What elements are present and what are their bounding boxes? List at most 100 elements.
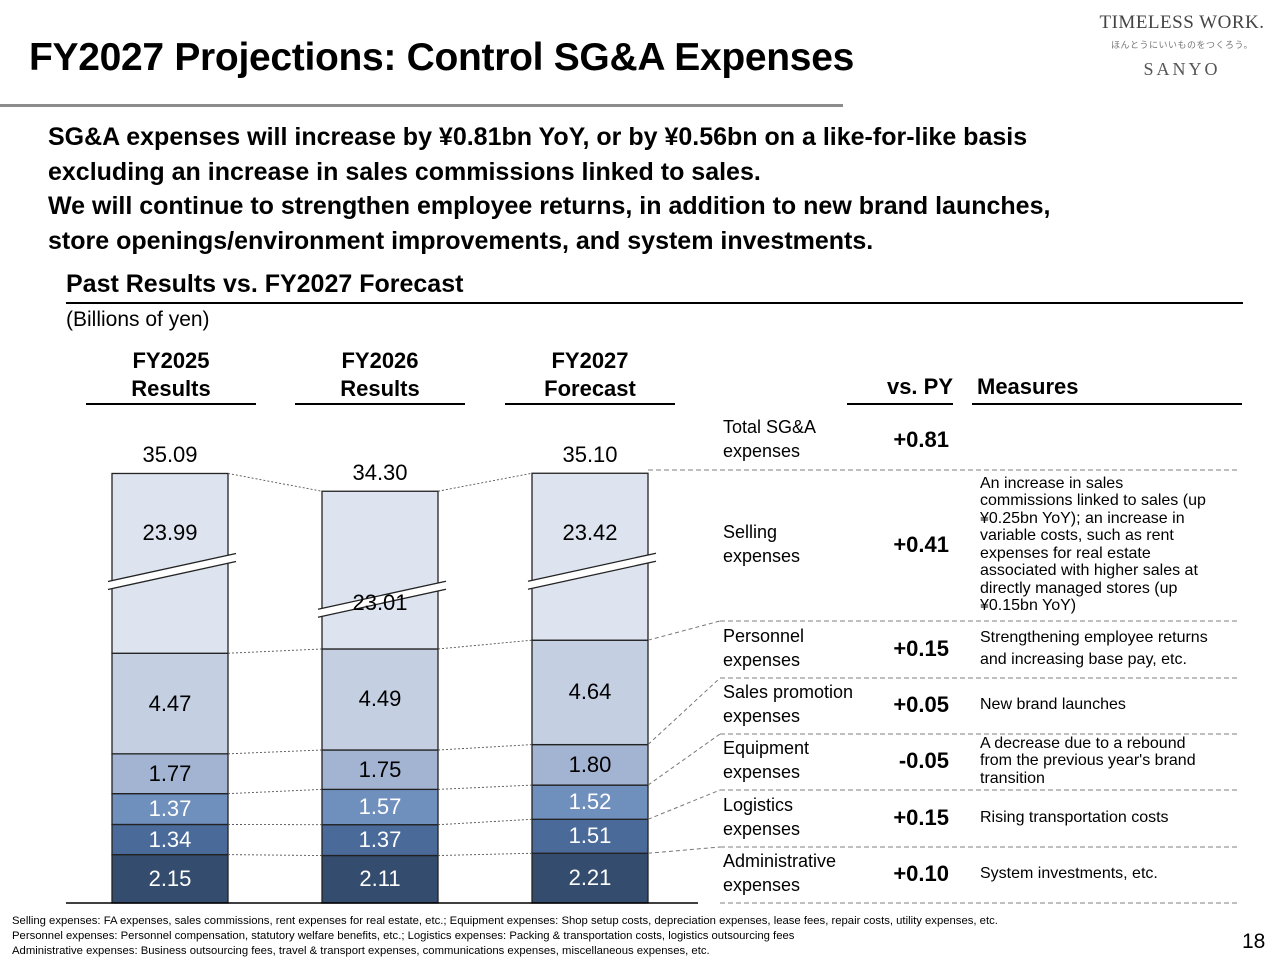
- category-header-line: FY2027: [551, 348, 629, 373]
- logo-subtagline: ほんとうにいいものをつくろう。: [1111, 40, 1253, 50]
- measure-line: from the previous year's brand: [980, 752, 1196, 770]
- bar-segment: [321, 854, 439, 904]
- category-header-line: Results: [131, 376, 211, 401]
- axis-break-band: [528, 553, 656, 590]
- bar-segment: [111, 793, 229, 826]
- connector-line: [227, 473, 323, 492]
- lead-line: We will continue to strengthen employee …: [48, 192, 1051, 220]
- header-underline: [847, 403, 953, 405]
- leader-line: [647, 789, 721, 820]
- row-label: Total SG&A expenses: [723, 415, 816, 463]
- category-header: FY2026 Results: [295, 347, 465, 403]
- section-divider: [66, 302, 1243, 304]
- segment-value-label: 23.99: [142, 520, 198, 546]
- measure-line: directly managed stores (up: [980, 579, 1178, 597]
- header-underline: [505, 403, 675, 405]
- measure-text: Rising transportation costs: [980, 807, 1169, 829]
- connector-line: [227, 788, 323, 795]
- row-label-line: expenses: [723, 441, 801, 461]
- vs-py-header: vs. PY: [886, 374, 953, 399]
- row-label: Equipment expenses: [723, 736, 809, 784]
- segment-value-label: 1.75: [358, 756, 402, 782]
- company-logo: TIMELESS WORK. ほんとうにいいものをつくろう。 SANYO: [1092, 12, 1272, 80]
- segment-value-label: 23.01: [352, 589, 408, 615]
- bar-segment: [531, 818, 649, 854]
- segment-value-label: 1.57: [358, 794, 402, 820]
- row-label-line: Total SG&A: [723, 417, 817, 437]
- measures-header: Measures: [977, 374, 1079, 399]
- row-label-line: expenses: [723, 762, 801, 782]
- vs-py-value: -0.05: [898, 748, 949, 773]
- bar-segment: [111, 853, 229, 904]
- category-header-line: FY2025: [132, 348, 210, 373]
- connector-line: [437, 639, 533, 650]
- measure-line: A decrease due to a rebound: [980, 734, 1186, 752]
- vs-py-value: +0.10: [893, 861, 949, 886]
- measure-line: Strengthening employee returns: [980, 628, 1208, 646]
- total-value-label: 35.09: [142, 442, 198, 468]
- connector-line: [437, 472, 533, 492]
- row-label-line: expenses: [723, 706, 801, 726]
- measure-text: A decrease due to a rebound from the prev…: [980, 735, 1196, 788]
- category-header-line: FY2026: [341, 348, 419, 373]
- row-label: Selling expenses: [723, 520, 800, 568]
- bar-segment: [111, 652, 229, 755]
- row-label: Sales promotion expenses: [723, 680, 853, 728]
- total-value-label: 34.30: [352, 460, 408, 486]
- axis-break-line: [107, 560, 237, 591]
- row-label-line: expenses: [723, 649, 801, 670]
- bar-segment: [111, 823, 229, 856]
- vs-py-value: +0.05: [893, 692, 949, 717]
- title-divider: [0, 104, 843, 107]
- axis-break-line: [527, 552, 657, 582]
- bar-segment: [531, 639, 649, 746]
- connector-line: [437, 852, 533, 856]
- bar-segment: [531, 743, 649, 786]
- bar-segment: [321, 490, 439, 650]
- measure-line: transition: [980, 769, 1045, 787]
- segment-value-label: 4.64: [568, 679, 612, 705]
- measure-text: New brand launches: [980, 694, 1126, 716]
- row-label: Personnel expenses: [723, 624, 804, 672]
- measure-line: An increase in sales: [980, 474, 1124, 492]
- axis-break-band: [108, 553, 236, 590]
- logo-tagline: TIMELESS WORK.: [1099, 12, 1265, 33]
- measure-line: System investments, etc.: [980, 865, 1158, 882]
- category-header-line: Forecast: [544, 376, 636, 401]
- connector-line: [437, 784, 533, 790]
- segment-value-label: 2.15: [148, 865, 192, 891]
- bar-segment: [321, 824, 439, 857]
- vs-py-value: +0.15: [893, 804, 949, 830]
- segment-value-label: 4.49: [358, 686, 402, 712]
- bar-segment: [111, 753, 229, 795]
- vs-py-value: +0.41: [893, 531, 949, 557]
- leader-line: [647, 620, 721, 641]
- footnote: Administrative expenses: Business outsou…: [12, 945, 710, 957]
- row-label-line: Logistics: [723, 794, 794, 815]
- category-header-line: Results: [340, 376, 420, 401]
- row-label-line: expenses: [723, 875, 801, 895]
- measure-line: associated with higher sales at: [980, 562, 1198, 579]
- row-label-line: Equipment: [723, 738, 810, 758]
- row-label-line: Selling: [723, 521, 778, 542]
- measure-text: Strengthening employee returns and increa…: [980, 627, 1208, 671]
- leader-line: [647, 677, 721, 745]
- bar-segment: [321, 749, 439, 791]
- footnotes: Selling expenses: FA expenses, sales com…: [12, 914, 998, 959]
- segment-value-label: 2.21: [568, 865, 612, 891]
- logo-brand: SANYO: [1143, 59, 1221, 79]
- section-title: Past Results vs. FY2027 Forecast: [66, 270, 464, 298]
- connector-line: [227, 854, 323, 856]
- axis-break-line: [317, 580, 447, 610]
- axis-break-line: [107, 552, 237, 583]
- bar-segment: [531, 472, 649, 641]
- segment-value-label: 1.77: [148, 760, 192, 786]
- measure-line: New brand launches: [980, 696, 1126, 713]
- header-underline: [86, 403, 256, 405]
- bar-segment: [321, 648, 439, 751]
- row-label-line: Personnel: [723, 625, 805, 646]
- measure-line: and increasing base pay, etc.: [980, 650, 1187, 668]
- connector-line: [437, 744, 533, 751]
- measure-line: variable costs, such as rent: [980, 527, 1174, 544]
